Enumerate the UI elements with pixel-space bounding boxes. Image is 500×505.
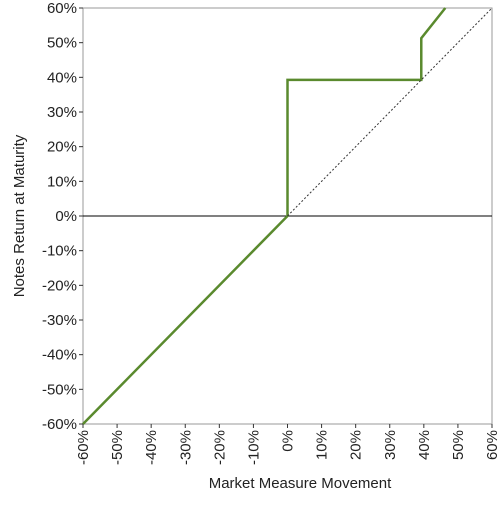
x-axis-label: Market Measure Movement <box>209 475 392 492</box>
x-tick-label: -10% <box>245 430 262 465</box>
y-tick-label: 60% <box>47 0 77 17</box>
y-tick-label: 20% <box>47 139 77 156</box>
y-tick-label: -10% <box>42 243 77 260</box>
x-tick-label: -60% <box>75 430 92 465</box>
y-tick-label: 0% <box>55 208 77 225</box>
y-tick-label: 10% <box>47 173 77 190</box>
x-tick-label: -40% <box>143 430 160 465</box>
x-tick-label: 0% <box>280 430 297 452</box>
y-tick-label: 30% <box>47 104 77 121</box>
x-tick-label: 40% <box>416 430 433 460</box>
x-tick-label: 60% <box>484 430 500 460</box>
x-tick-label: 50% <box>450 430 467 460</box>
y-tick-label: 40% <box>47 69 77 86</box>
x-tick-label: -20% <box>211 430 228 465</box>
x-tick-label: 10% <box>314 430 331 460</box>
reference-line <box>287 7 493 217</box>
y-axis-label: Notes Return at Maturity <box>11 134 28 297</box>
x-tick-label: 20% <box>348 430 365 460</box>
x-tick-label: 30% <box>382 430 399 460</box>
y-tick-label: -20% <box>42 277 77 294</box>
y-tick-label: -60% <box>42 416 77 433</box>
y-tick-label: -40% <box>42 347 77 364</box>
y-tick-label: -30% <box>42 312 77 329</box>
x-tick-label: -50% <box>109 430 126 465</box>
payoff-line <box>82 7 447 425</box>
x-tick-label: -30% <box>177 430 194 465</box>
y-tick-label: 50% <box>47 35 77 52</box>
y-tick-label: -50% <box>42 381 77 398</box>
